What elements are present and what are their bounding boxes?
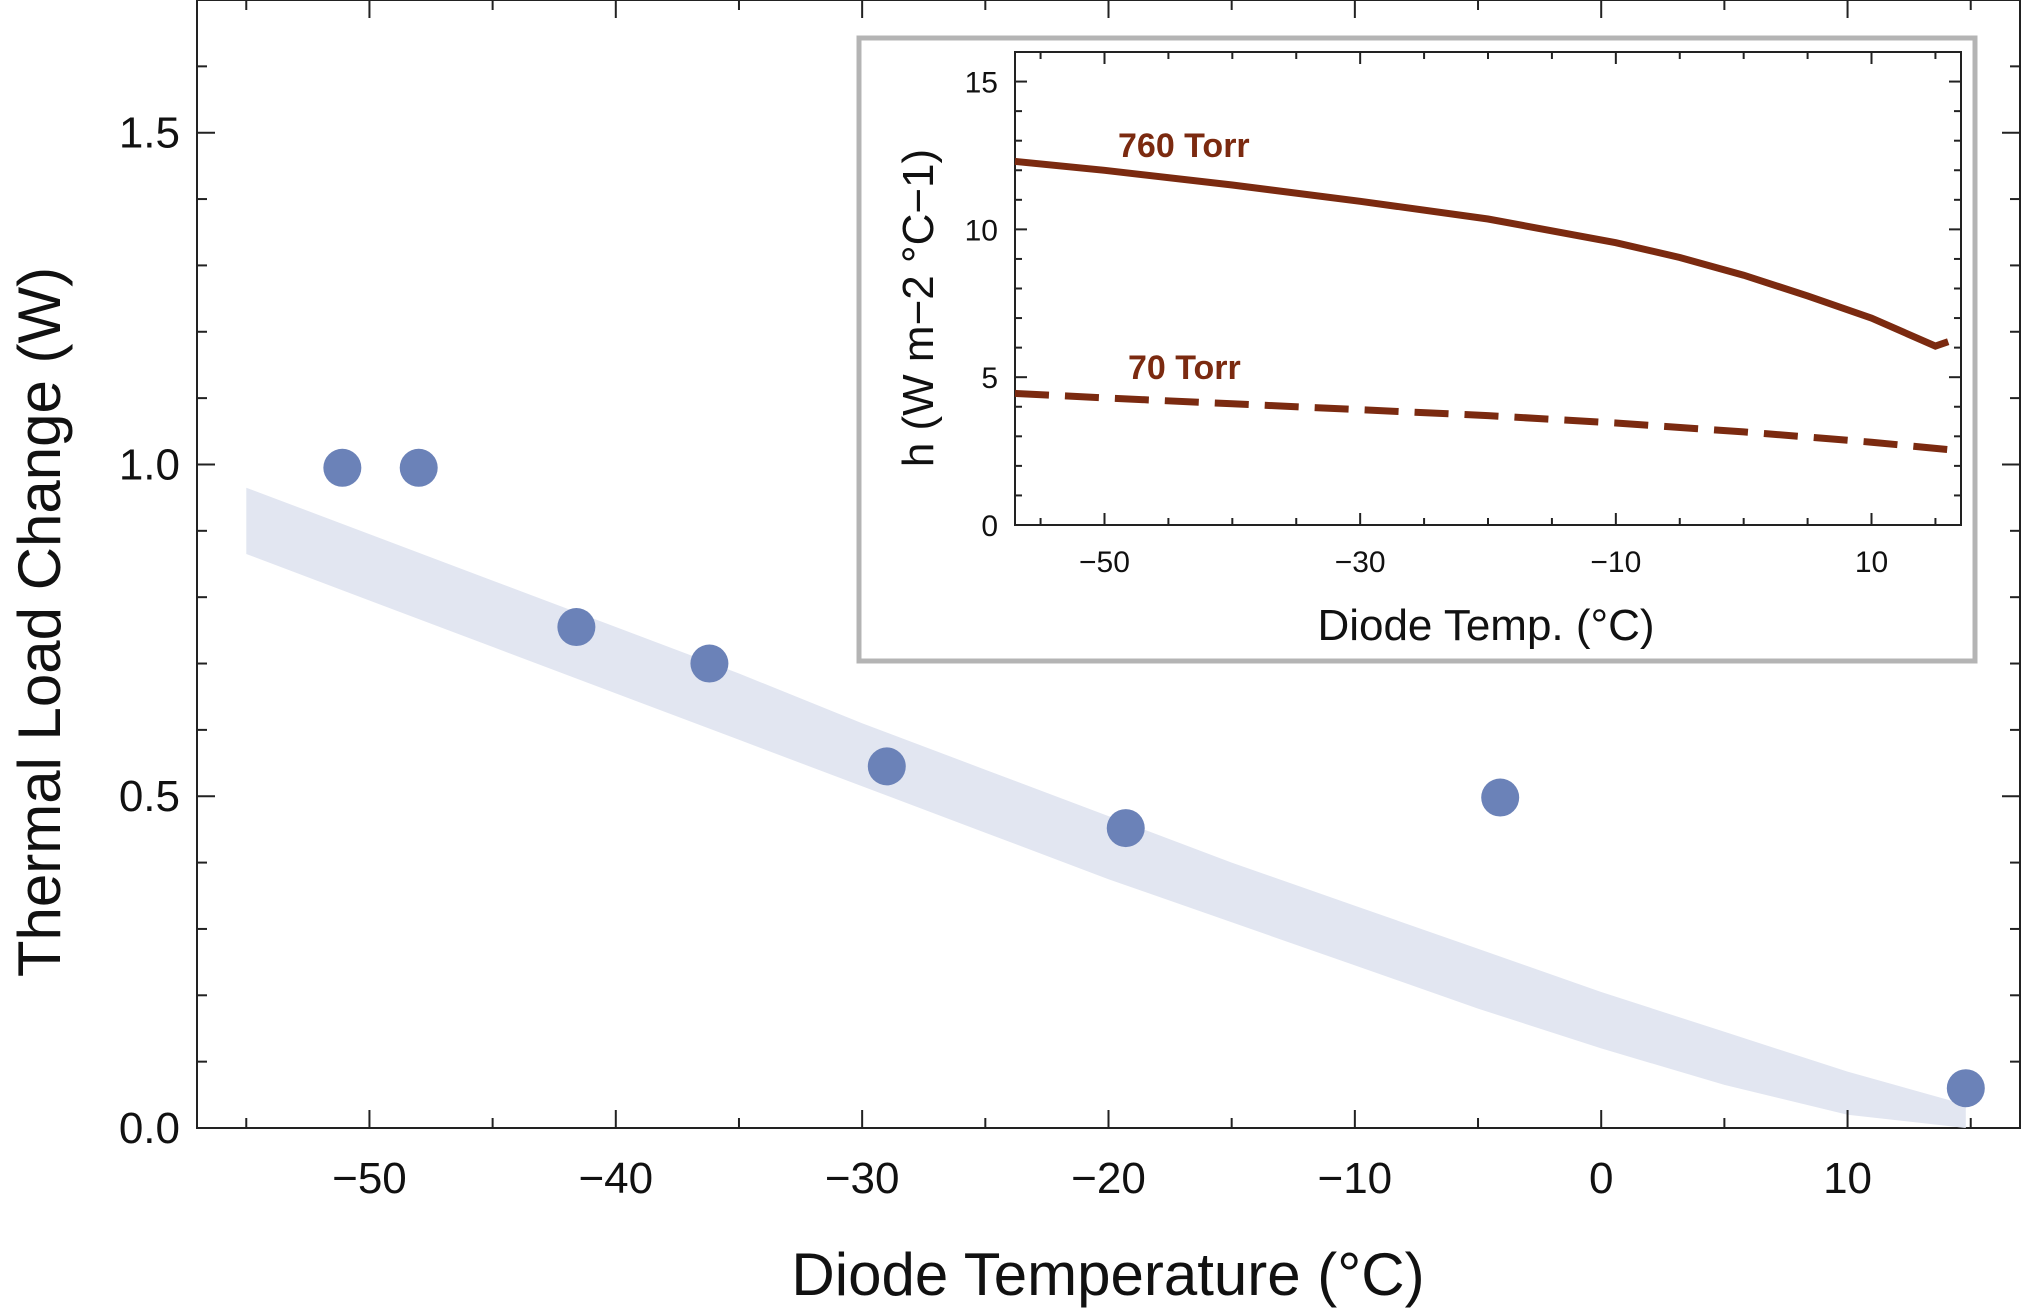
main-chart: −50 −40 −30 −20 −10 0 10 0.0 0.5 1.0 1.5 Diode Te… [6,0,2021,1308]
x-axis-title: Diode Temperature (°C) [791,1241,1424,1308]
inset-x-tick-label: −10 [1590,546,1641,579]
x-tick-label: 10 [1823,1154,1872,1203]
series-label-70-torr: 70 Torr [1128,349,1241,387]
data-point-8 [1946,1069,1985,1108]
inset-series-lines [1014,157,1950,454]
data-point-7 [1481,778,1520,817]
inset-y-tick-label: 0 [981,510,998,543]
y-tick-label: 1.5 [119,109,180,158]
series-line-70-torr [1014,389,1949,454]
data-point-5 [867,747,906,786]
inset-y-axis-ticks: 0 5 10 15 [965,67,1961,543]
data-point-6 [1106,809,1145,848]
x-tick-label: −30 [825,1154,900,1203]
x-tick-label: −10 [1318,1154,1393,1203]
data-points [323,448,1985,1108]
data-point-3 [557,608,596,647]
data-point-4 [690,644,729,683]
series-line-760-torr [1014,157,1950,350]
inset-y-tick-label: 15 [965,67,998,100]
inset-y-tick-label: 5 [981,362,998,395]
y-tick-label: 1.0 [119,440,180,489]
y-axis-title: Thermal Load Change (W) [6,267,73,977]
model-band [246,487,1966,1128]
y-tick-label: 0.0 [119,1104,180,1153]
inset-x-tick-label: −30 [1335,546,1386,579]
inset-chart: −50 −30 −10 10 0 5 10 15 760 Torr 70 Torr Diod… [856,35,1978,664]
x-tick-label: −20 [1071,1154,1146,1203]
series-label-760-torr: 760 Torr [1118,127,1250,165]
inset-x-tick-label: −50 [1079,546,1130,579]
data-point-1 [323,448,362,487]
data-point-2 [399,448,438,487]
inset-y-axis-title: h (W m−2 °C−1) [894,149,943,467]
y-tick-label: 0.5 [119,772,180,821]
inset-border [856,35,1978,664]
x-axis-ticks: −50 −40 −30 −20 −10 0 10 [245,0,1972,1203]
inset-y-tick-label: 10 [965,214,998,247]
x-tick-label: 0 [1589,1154,1613,1203]
inset-x-tick-label: 10 [1855,546,1888,579]
x-tick-label: −50 [332,1154,407,1203]
inset-x-axis-ticks: −50 −30 −10 10 [1039,52,1937,579]
inset-x-axis-title: Diode Temp. (°C) [1317,601,1654,650]
y-axis-ticks: 0.0 0.5 1.0 1.5 [119,65,2020,1153]
x-tick-label: −40 [578,1154,653,1203]
